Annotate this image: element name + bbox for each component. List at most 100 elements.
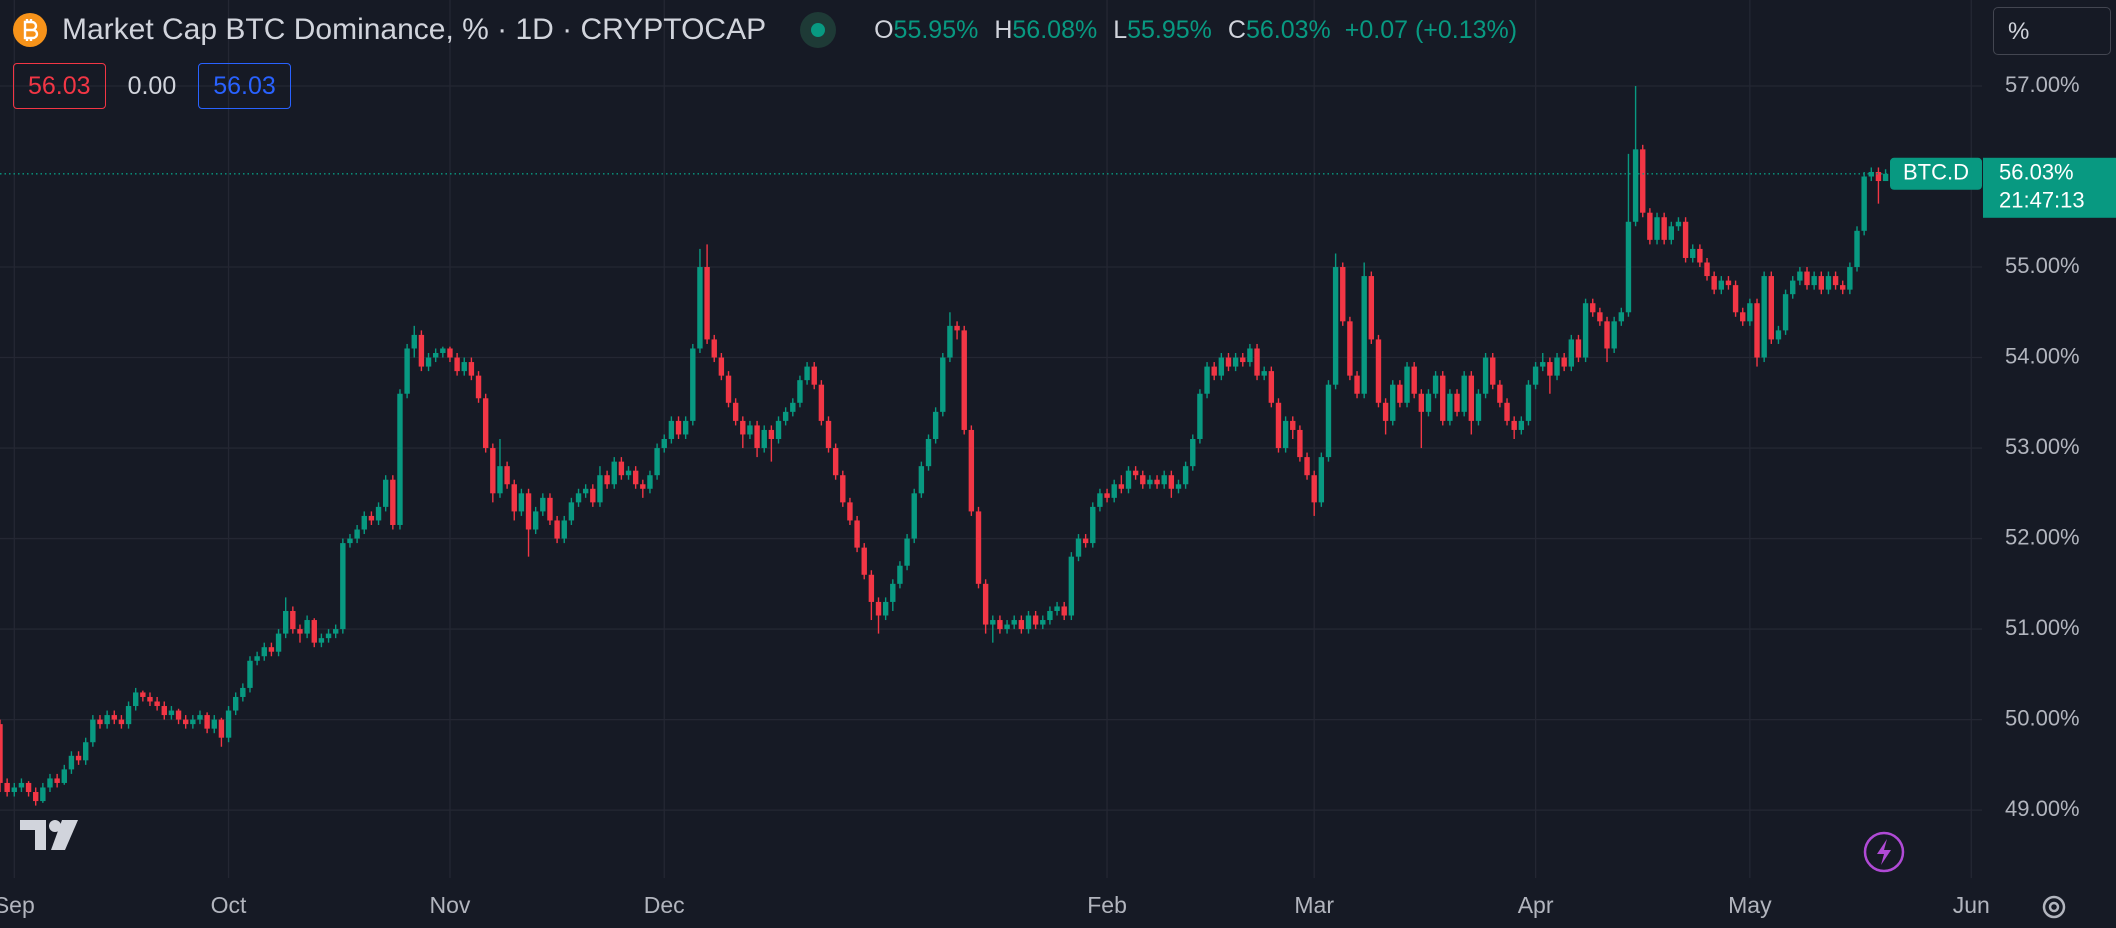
symbol-tag-label: BTC.D xyxy=(1903,160,1969,185)
candle-body xyxy=(1404,366,1410,403)
overlay: SepOctNovDec2024FebMarAprMayJun49.00%50.… xyxy=(0,72,2116,918)
candle-body xyxy=(1554,357,1560,376)
candle-body xyxy=(118,719,125,725)
ohlc-value: 56.08% xyxy=(1012,15,1098,44)
candle-body xyxy=(183,719,189,725)
price-tag-label: 56.03% xyxy=(1999,160,2074,185)
candle-body xyxy=(1297,429,1303,458)
candle-body xyxy=(840,475,846,503)
ohlc-key: C xyxy=(1227,15,1246,44)
y-tick-label: 53.00% xyxy=(2005,434,2080,459)
candle-body xyxy=(1432,375,1439,394)
candle-body xyxy=(1382,402,1389,421)
candle-body xyxy=(1354,375,1360,394)
candle-body xyxy=(804,366,810,381)
candle-body xyxy=(604,475,610,485)
candle-body xyxy=(1425,393,1432,412)
candle-body xyxy=(647,475,653,489)
candles xyxy=(0,85,1889,806)
candle-body xyxy=(4,782,10,793)
candle-body xyxy=(961,330,967,430)
candle-body xyxy=(1068,556,1075,616)
candle-body xyxy=(1647,212,1653,240)
candle-body xyxy=(1325,384,1332,458)
header: Market Cap BTC Dominance, % · 1D · CRYPT… xyxy=(12,10,1517,50)
ohlc-legend: O55.95% H56.08% L55.95% C56.03% xyxy=(874,16,1331,45)
candle-body xyxy=(1475,393,1482,421)
candle-body xyxy=(1875,171,1882,182)
candle-body xyxy=(1725,280,1732,286)
candle-body xyxy=(1575,339,1582,358)
candle-body xyxy=(1175,484,1182,489)
candle-body xyxy=(1268,371,1275,403)
candle-body xyxy=(1090,506,1096,544)
tv-logo xyxy=(20,820,78,850)
candle-body xyxy=(1540,362,1546,367)
candle-body xyxy=(582,488,589,494)
lightning-icon xyxy=(1877,839,1891,865)
candle-body xyxy=(204,715,210,729)
candle-body xyxy=(1747,303,1753,322)
candle-body xyxy=(1311,475,1317,503)
candle-body xyxy=(868,574,875,602)
scale-button[interactable]: % xyxy=(1993,7,2111,55)
candle-body xyxy=(440,348,446,354)
candle-body xyxy=(632,470,639,485)
candle-body xyxy=(1261,371,1267,376)
chart-title: Market Cap BTC Dominance, % · 1D · CRYPT… xyxy=(62,13,767,46)
candle-body xyxy=(497,466,503,494)
candle-body xyxy=(61,769,67,783)
candle-body xyxy=(975,511,982,584)
candle-body xyxy=(397,393,403,525)
candle-body xyxy=(932,411,939,439)
candle-body xyxy=(1854,230,1860,268)
candle-body xyxy=(1318,457,1325,503)
candle-body xyxy=(1418,393,1425,412)
candle-body xyxy=(1361,276,1367,394)
candle-body xyxy=(175,710,182,720)
candle-body xyxy=(432,353,439,358)
candle-body xyxy=(304,620,310,634)
candle-body xyxy=(154,701,160,707)
candle-body xyxy=(1440,375,1446,421)
candle-body xyxy=(25,782,32,793)
candle-body xyxy=(1640,149,1646,213)
candle-body xyxy=(590,488,596,503)
candle-body xyxy=(382,479,389,507)
change: +0.07 (+0.13%) xyxy=(1344,15,1518,44)
candle-body xyxy=(675,420,682,435)
candle-body xyxy=(1118,484,1125,489)
symbol-tag xyxy=(1890,157,1982,190)
lightning-button[interactable] xyxy=(1863,831,1905,873)
candle-body xyxy=(1154,479,1160,485)
ohlc-key: H xyxy=(994,15,1013,44)
candle-body xyxy=(847,502,853,521)
candle-body xyxy=(825,420,832,449)
candle-body xyxy=(990,620,996,625)
candle-body xyxy=(968,429,975,512)
candle-body xyxy=(954,325,960,331)
candle-body xyxy=(504,466,510,485)
sell-price[interactable]: 56.03 xyxy=(13,63,106,109)
btc-glyph xyxy=(23,19,39,41)
candle-body xyxy=(1225,357,1232,367)
candle-body xyxy=(1597,312,1603,322)
settings-button[interactable] xyxy=(2042,895,2066,919)
lightning-ring xyxy=(1863,831,1905,873)
candle-body xyxy=(225,710,232,738)
candle-body xyxy=(1340,267,1346,322)
candle-body xyxy=(1482,357,1489,394)
candle-body xyxy=(1032,615,1039,625)
buy-price[interactable]: 56.03 xyxy=(198,63,291,109)
status-indicator xyxy=(800,12,837,48)
y-tick-label: 54.00% xyxy=(2005,343,2080,368)
candle-body xyxy=(940,357,946,412)
ohlc-item: L55.95% xyxy=(1113,16,1212,45)
x-tick-label: Jun xyxy=(1953,892,1990,918)
gear-outer xyxy=(2042,895,2066,919)
candle-body xyxy=(1254,348,1260,376)
y-tick-label: 57.00% xyxy=(2005,72,2080,97)
candle-body xyxy=(1832,276,1839,286)
candle-body xyxy=(1825,276,1832,290)
candle-body xyxy=(1147,479,1153,485)
